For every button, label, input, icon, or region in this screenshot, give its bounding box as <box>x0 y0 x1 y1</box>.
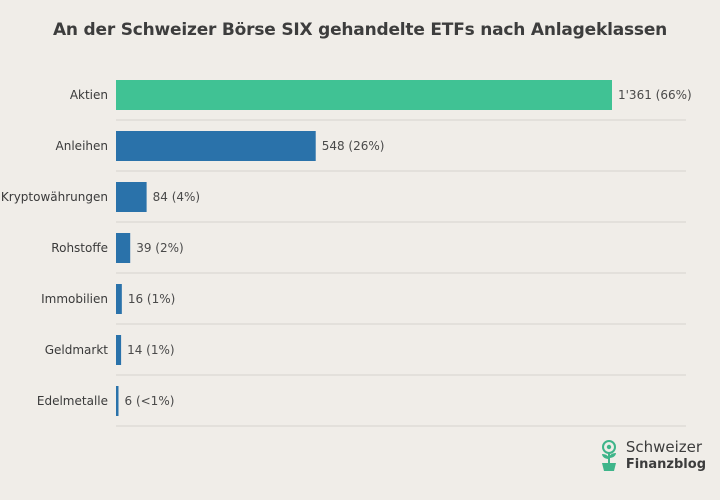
category-label-6: Edelmetalle <box>37 394 108 408</box>
bar-6 <box>116 386 119 416</box>
value-label-0: 1'361 (66%) <box>618 88 692 102</box>
bar-3 <box>116 233 131 263</box>
brand-logo: Schweizer Finanzblog <box>598 438 706 474</box>
value-label-5: 14 (1%) <box>127 343 174 357</box>
value-label-4: 16 (1%) <box>128 292 175 306</box>
category-label-4: Immobilien <box>41 292 108 306</box>
value-label-2: 84 (4%) <box>153 190 200 204</box>
logo-text-line2: Finanzblog <box>625 457 706 472</box>
plant-coin-icon <box>601 440 616 471</box>
category-label-1: Anleihen <box>56 139 108 153</box>
bar-4 <box>116 284 122 314</box>
logo-text-line1: Schweizer <box>625 438 703 456</box>
category-label-0: Aktien <box>70 88 108 102</box>
value-label-1: 548 (26%) <box>322 139 385 153</box>
chart-title: An der Schweizer Börse SIX gehandelte ET… <box>52 20 668 40</box>
bar-2 <box>116 182 147 212</box>
value-label-6: 6 (<1%) <box>125 394 175 408</box>
bar-1 <box>116 131 316 161</box>
bars-layer: Aktien 1'361 (66%) Anleihen 548 (26%) Krypto… <box>1 80 692 427</box>
category-label-3: Rohstoffe <box>51 241 108 255</box>
value-label-3: 39 (2%) <box>136 241 183 255</box>
category-label-2: Kryptowährungen <box>1 190 108 204</box>
category-label-5: Geldmarkt <box>45 343 109 357</box>
bar-0 <box>116 80 612 110</box>
bar-5 <box>116 335 122 365</box>
